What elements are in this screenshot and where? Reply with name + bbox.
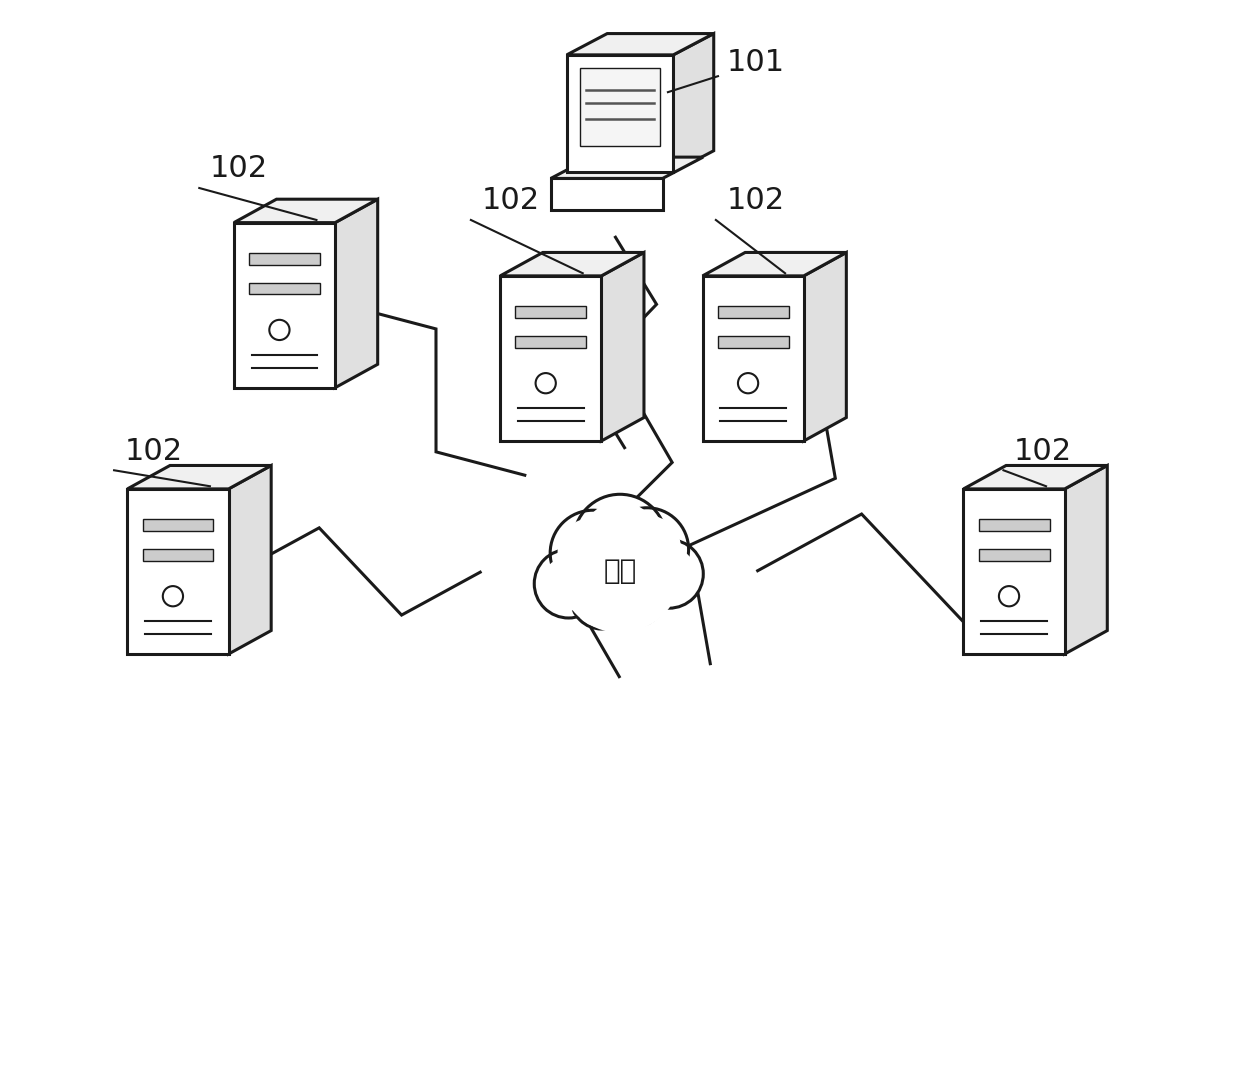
Polygon shape (963, 489, 1065, 654)
Circle shape (542, 557, 595, 611)
Circle shape (536, 373, 556, 394)
Polygon shape (128, 465, 272, 489)
Text: 102: 102 (210, 154, 268, 183)
Circle shape (605, 508, 688, 591)
Polygon shape (703, 276, 804, 441)
Circle shape (558, 518, 629, 589)
Polygon shape (718, 337, 789, 347)
Text: 102: 102 (727, 187, 785, 216)
Polygon shape (673, 33, 714, 172)
Polygon shape (500, 276, 601, 441)
Polygon shape (718, 306, 789, 318)
Circle shape (573, 494, 667, 587)
Polygon shape (804, 252, 847, 441)
Polygon shape (579, 68, 661, 147)
Circle shape (738, 373, 758, 394)
Circle shape (999, 586, 1019, 606)
Polygon shape (500, 252, 644, 276)
Circle shape (162, 586, 184, 606)
Circle shape (534, 549, 603, 618)
Polygon shape (551, 158, 703, 178)
Polygon shape (703, 252, 847, 276)
Polygon shape (567, 55, 673, 172)
Polygon shape (234, 222, 335, 387)
Polygon shape (516, 306, 587, 318)
Circle shape (580, 502, 660, 581)
Text: 101: 101 (727, 47, 785, 77)
Polygon shape (601, 252, 644, 441)
Polygon shape (143, 549, 213, 561)
Polygon shape (978, 519, 1049, 531)
Polygon shape (249, 254, 320, 264)
Circle shape (269, 319, 290, 340)
Polygon shape (228, 465, 272, 654)
Circle shape (570, 568, 632, 629)
Polygon shape (516, 337, 587, 347)
Text: 102: 102 (1014, 437, 1073, 466)
Circle shape (604, 565, 666, 627)
Polygon shape (963, 465, 1107, 489)
Circle shape (635, 540, 703, 609)
Polygon shape (335, 200, 378, 387)
Polygon shape (234, 200, 378, 222)
Polygon shape (143, 519, 213, 531)
Text: 102: 102 (481, 187, 539, 216)
Polygon shape (128, 489, 228, 654)
Circle shape (642, 547, 696, 601)
Circle shape (583, 535, 657, 609)
Text: 网络: 网络 (604, 558, 636, 586)
Circle shape (559, 510, 681, 632)
Circle shape (613, 515, 681, 584)
Text: 102: 102 (125, 437, 182, 466)
Polygon shape (551, 178, 662, 210)
Polygon shape (249, 283, 320, 295)
Polygon shape (978, 549, 1049, 561)
Circle shape (610, 572, 660, 620)
Polygon shape (1065, 465, 1107, 654)
Circle shape (551, 510, 636, 596)
Circle shape (577, 574, 626, 623)
Polygon shape (567, 33, 714, 55)
